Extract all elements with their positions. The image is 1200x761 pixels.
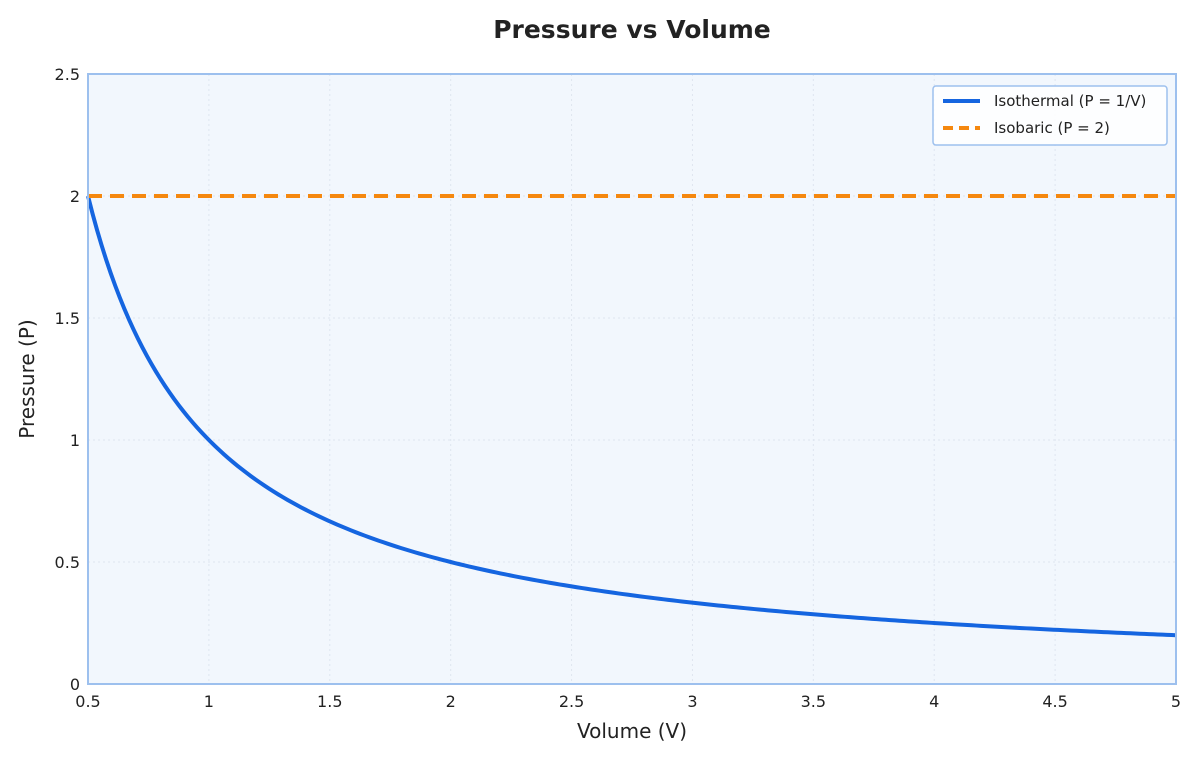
plot-border — [87, 73, 1177, 685]
y-tick-label: 0 — [70, 675, 80, 694]
x-tick-label: 0.5 — [75, 692, 100, 711]
x-tick-label: 3.5 — [801, 692, 826, 711]
x-tick-label: 2.5 — [559, 692, 584, 711]
chart-title: Pressure vs Volume — [493, 15, 771, 44]
x-tick-label: 4 — [929, 692, 939, 711]
series-layer — [86, 194, 1177, 638]
y-tick-label: 2 — [70, 187, 80, 206]
x-tick-label: 4.5 — [1042, 692, 1067, 711]
x-tick-label: 1.5 — [317, 692, 342, 711]
x-axis-label: Volume (V) — [577, 719, 687, 743]
legend: Isothermal (P = 1/V) Isobaric (P = 2) — [932, 85, 1168, 146]
y-tick-label: 2.5 — [55, 65, 80, 84]
x-tick-label: 1 — [204, 692, 214, 711]
grid-lines — [88, 74, 1176, 684]
y-tick-label: 1 — [70, 431, 80, 450]
axis-ticks: 0.5 1 1.5 2 2.5 3 3.5 4 4.5 500.511.522.5 — [55, 65, 1182, 711]
plot-area — [88, 74, 1176, 684]
y-tick-label: 0.5 — [55, 553, 80, 572]
x-tick-label: 3 — [687, 692, 697, 711]
y-tick-label: 1.5 — [55, 309, 80, 328]
legend-label-isobaric: Isobaric (P = 2) — [994, 119, 1110, 137]
x-tick-label: 2 — [446, 692, 456, 711]
x-tick-label: 5 — [1171, 692, 1181, 711]
legend-box — [932, 85, 1168, 146]
y-axis-label: Pressure (P) — [15, 319, 39, 438]
series-line-isothermal — [86, 195, 1177, 638]
legend-label-isothermal: Isothermal (P = 1/V) — [994, 92, 1146, 110]
